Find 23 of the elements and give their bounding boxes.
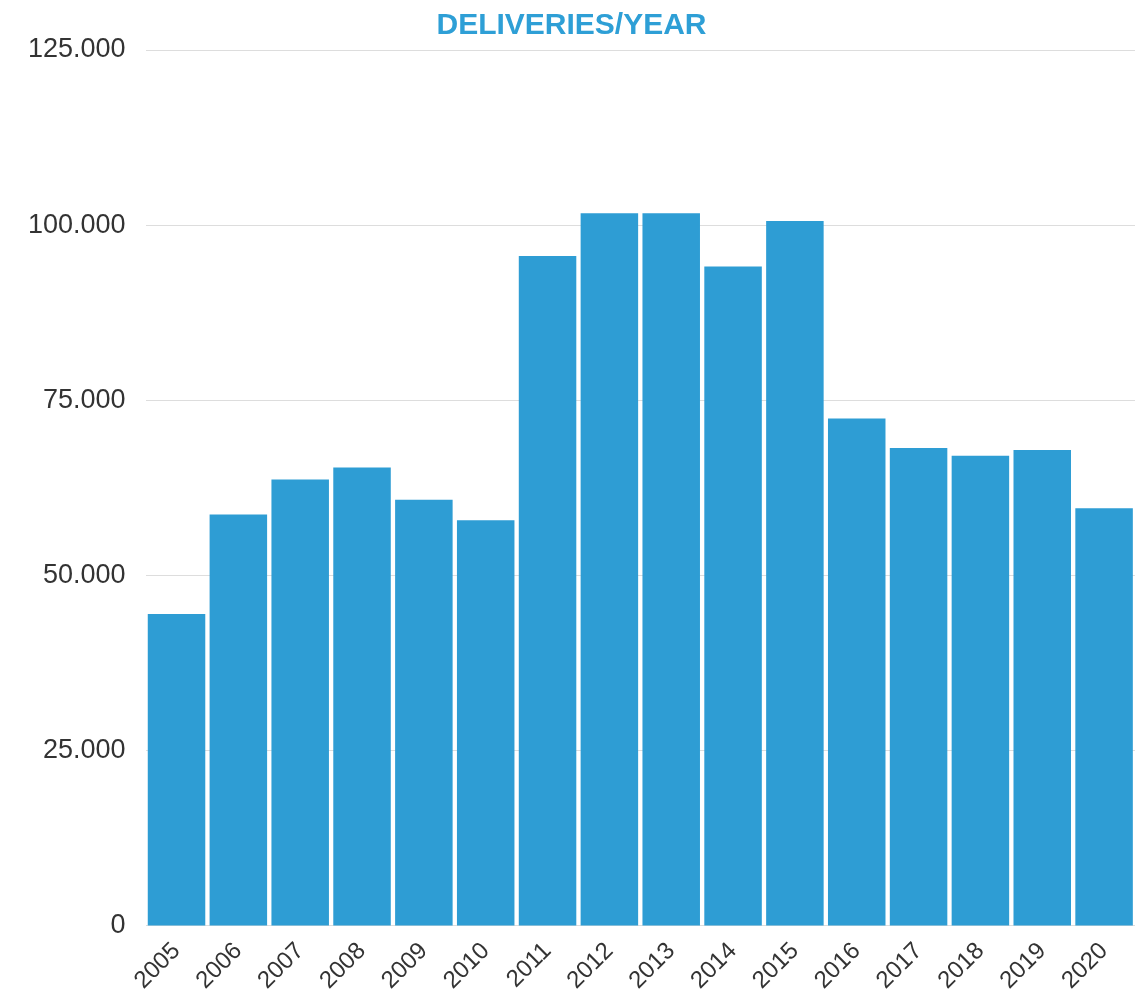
bar	[1075, 508, 1133, 926]
y-tick-label: 100.000	[27, 208, 126, 239]
bar	[766, 220, 824, 926]
y-tick-label: 75.000	[43, 383, 126, 414]
chart-title: DELIVERIES/YEAR	[436, 7, 707, 41]
bar	[518, 256, 577, 926]
bar	[1013, 450, 1071, 926]
bar	[951, 455, 1010, 926]
bar	[333, 467, 391, 926]
bar	[704, 266, 762, 926]
bar	[889, 448, 948, 926]
y-tick-label: 0	[110, 909, 126, 940]
bar	[827, 418, 886, 926]
bar	[209, 514, 268, 926]
bar	[395, 499, 453, 926]
bar	[271, 479, 329, 926]
bar	[456, 520, 515, 926]
bar	[642, 213, 700, 926]
bar	[580, 213, 639, 926]
bar	[147, 614, 206, 926]
y-tick-label: 125.000	[27, 33, 126, 64]
y-tick-label: 50.000	[43, 558, 126, 589]
y-tick-label: 25.000	[43, 734, 126, 765]
